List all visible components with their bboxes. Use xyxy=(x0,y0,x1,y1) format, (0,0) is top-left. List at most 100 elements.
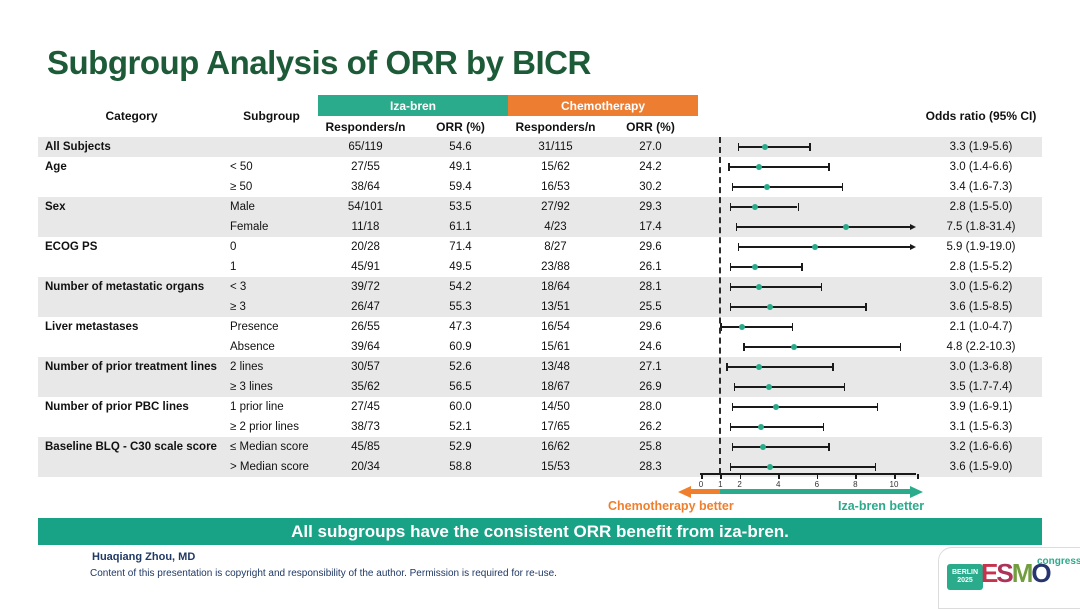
odds-ratio-cell: 3.5 (1.7-7.4) xyxy=(949,381,1013,393)
forest-plot-x-axis: 0 1 2 4 6 8 10 xyxy=(698,473,920,497)
or-point-marker xyxy=(757,424,764,430)
ci-cap-high xyxy=(791,323,794,331)
category-cell: Number of metastatic organs xyxy=(45,281,205,293)
odds-ratio-cell: 3.6 (1.5-8.5) xyxy=(949,301,1013,313)
category-cell: Number of prior treatment lines xyxy=(45,361,217,373)
table-row: Number of metastatic organs < 3 39/72 54.2 1… xyxy=(38,277,1042,297)
iza-orr-cell: 61.1 xyxy=(449,221,472,233)
chemo-orr-cell: 24.6 xyxy=(639,341,662,353)
category-cell xyxy=(38,217,225,237)
ci-cap-high xyxy=(843,383,846,391)
esmo-congress-logo: BERLIN 2025 ESMO congress xyxy=(938,547,1080,609)
forest-plot-cell xyxy=(698,457,920,477)
ci-cap-low xyxy=(728,163,730,171)
iza-responders-cell: 54/101 xyxy=(347,201,384,213)
forest-plot-cell xyxy=(698,297,920,317)
or-point-marker xyxy=(755,164,762,170)
forest-plot-cell xyxy=(698,317,920,337)
table-row: ≥ 3 26/47 55.3 13/51 25.5 3.6 (1.5-8.5) xyxy=(38,297,1042,317)
header-odds-ratio: Odds ratio (95% CI) xyxy=(925,109,1037,123)
axis-tick xyxy=(778,474,780,479)
category-cell xyxy=(38,417,225,437)
iza-responders-cell: 20/34 xyxy=(351,461,380,473)
or-point-marker xyxy=(752,264,759,270)
chemo-responders-cell: 14/50 xyxy=(541,401,570,413)
ci-cap-high xyxy=(841,183,844,191)
ci-line xyxy=(731,406,877,408)
forest-plot-cell xyxy=(698,377,920,397)
iza-orr-cell: 55.3 xyxy=(449,301,472,313)
iza-orr-cell: 56.5 xyxy=(449,381,472,393)
iza-responders-cell: 11/18 xyxy=(351,221,380,233)
forest-plot-cell xyxy=(698,277,920,297)
chemo-orr-cell: 25.8 xyxy=(639,441,662,453)
chemo-orr-cell: 25.5 xyxy=(639,301,662,313)
iza-responders-cell: 26/47 xyxy=(351,301,380,313)
ci-line xyxy=(731,446,829,448)
axis-tick-label: 4 xyxy=(775,480,781,489)
odds-ratio-cell: 2.8 (1.5-5.2) xyxy=(949,261,1013,273)
ci-cap-high xyxy=(828,443,830,451)
table-row: ECOG PS 0 20/28 71.4 8/27 29.6 5.9 (1.9-19.0) xyxy=(38,237,1042,257)
left-arrowhead-icon xyxy=(678,485,691,498)
odds-ratio-cell: 2.1 (1.0-4.7) xyxy=(949,321,1013,333)
subgroup-cell: ≥ 3 xyxy=(230,301,246,313)
category-cell xyxy=(38,257,225,277)
category-cell: ECOG PS xyxy=(45,241,98,253)
ci-cap-low xyxy=(743,343,745,351)
ci-cap-high xyxy=(874,463,877,471)
ci-line xyxy=(729,466,875,468)
axis-tick-label: 10 xyxy=(889,480,899,489)
chemo-responders-cell: 15/62 xyxy=(541,161,570,173)
ci-cap-low xyxy=(729,203,732,211)
iza-orr-cell: 60.0 xyxy=(449,401,472,413)
table-row: ≥ 2 prior lines 38/73 52.1 17/65 26.2 3.1 (1.… xyxy=(38,417,1042,437)
chemo-orr-cell: 29.3 xyxy=(639,201,662,213)
subgroup-cell: Male xyxy=(230,201,255,213)
ci-cap-high xyxy=(832,363,834,371)
chemo-orr-cell: 29.6 xyxy=(639,241,662,253)
table-row: ≥ 50 38/64 59.4 16/53 30.2 3.4 (1.6-7.3) xyxy=(38,177,1042,197)
subgroup-cell: Absence xyxy=(230,341,275,353)
or-point-marker xyxy=(790,344,797,350)
or-point-marker xyxy=(761,144,768,150)
forest-plot-cell xyxy=(698,237,920,257)
ci-line xyxy=(735,226,911,228)
logo-congress-text: congress xyxy=(1037,556,1080,567)
iza-orr-cell: 54.2 xyxy=(449,281,472,293)
header-subgroup: Subgroup xyxy=(243,109,300,123)
iza-orr-cell: 49.1 xyxy=(449,161,472,173)
logo-venue-text: BERLIN xyxy=(951,569,979,576)
category-cell xyxy=(38,337,225,357)
category-cell: Age xyxy=(45,161,67,173)
subgroup-cell: > Median score xyxy=(230,461,309,473)
ci-cap-low xyxy=(729,303,732,311)
table-row: Baseline BLQ - C30 scale score ≤ Median s… xyxy=(38,437,1042,457)
iza-responders-cell: 45/85 xyxy=(351,441,380,453)
or-point-marker xyxy=(773,404,780,410)
subgroup-cell: Female xyxy=(230,221,269,233)
chemo-orr-cell: 27.0 xyxy=(639,141,662,153)
iza-bren-better-label: Iza-bren better xyxy=(838,499,925,513)
forest-plot-cell xyxy=(698,417,920,437)
chemo-orr-cell: 26.2 xyxy=(639,421,662,433)
ci-cap-low xyxy=(735,223,738,231)
table-row: Absence 39/64 60.9 15/61 24.6 4.8 (2.2-10.3) xyxy=(38,337,1042,357)
subgroup-cell: 1 xyxy=(230,261,237,273)
odds-ratio-cell: 3.6 (1.5-9.0) xyxy=(949,461,1013,473)
ci-cap-high xyxy=(899,343,902,351)
chemo-orr-cell: 26.9 xyxy=(639,381,662,393)
ci-cap-high xyxy=(820,283,823,291)
subgroup-cell: 1 prior line xyxy=(230,401,284,413)
chemo-orr-cell: 24.2 xyxy=(639,161,662,173)
ci-cap-low xyxy=(731,403,734,411)
odds-ratio-cell: 3.4 (1.6-7.3) xyxy=(949,181,1013,193)
odds-ratio-cell: 3.2 (1.6-6.6) xyxy=(949,441,1013,453)
or-point-marker xyxy=(767,304,774,310)
table-row: Number of prior treatment lines 2 lines 30… xyxy=(38,357,1042,377)
ci-arrow-icon xyxy=(910,243,917,250)
odds-ratio-cell: 5.9 (1.9-19.0) xyxy=(946,241,1016,253)
odds-ratio-cell: 3.0 (1.5-6.2) xyxy=(949,281,1013,293)
forest-plot-cell xyxy=(698,157,920,177)
iza-responders-cell: 30/57 xyxy=(351,361,380,373)
